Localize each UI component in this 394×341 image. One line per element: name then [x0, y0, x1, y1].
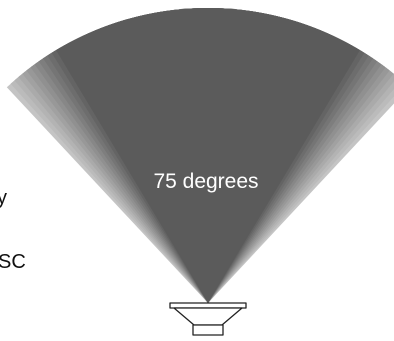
cropped-text-fragment: SC: [0, 251, 26, 273]
loudspeaker-icon: [169, 302, 247, 336]
dispersion-beam: [6, 7, 394, 304]
cropped-text-fragment: y: [0, 187, 7, 209]
angle-label: 75 degrees: [153, 170, 258, 193]
beam-core: [56, 8, 360, 304]
